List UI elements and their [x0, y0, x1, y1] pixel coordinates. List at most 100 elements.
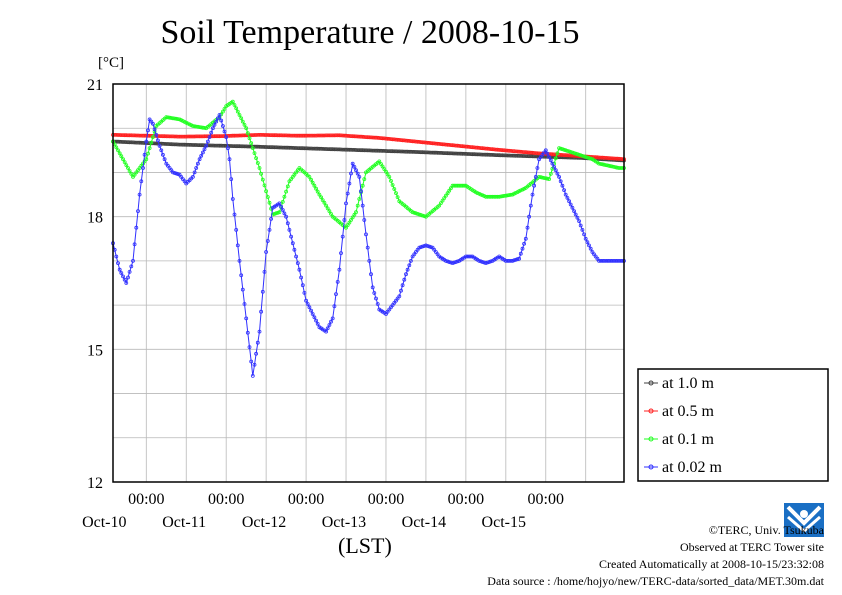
- x-tick-time-label: 00:00: [448, 491, 484, 508]
- data-point: [280, 208, 285, 212]
- data-point: [380, 164, 385, 169]
- data-point: [146, 128, 150, 133]
- data-point: [560, 147, 565, 152]
- data-point: [114, 132, 119, 137]
- data-point: [362, 177, 367, 182]
- data-point: [320, 146, 325, 151]
- data-point: [230, 133, 235, 138]
- data-point: [124, 163, 129, 168]
- data-point: [615, 165, 620, 170]
- data-point: [312, 315, 317, 320]
- data-point: [327, 323, 332, 327]
- plot-frame: [112, 83, 625, 483]
- data-point: [292, 247, 297, 252]
- data-point: [277, 145, 282, 150]
- legend-marker: [648, 436, 654, 442]
- data-point: [315, 189, 320, 194]
- data-point: [305, 302, 310, 306]
- data-point: [477, 258, 482, 263]
- data-point: [558, 179, 563, 184]
- data-point: [121, 157, 125, 162]
- data-point: [553, 156, 558, 161]
- data-point: [254, 133, 259, 137]
- data-point: [367, 135, 372, 140]
- data-point: [493, 153, 498, 158]
- data-point: [380, 136, 385, 141]
- data-point: [413, 139, 418, 144]
- data-point: [573, 212, 578, 217]
- legend-item: at 0.02 m: [644, 459, 723, 476]
- data-point: [364, 232, 368, 237]
- x-tick-date-label: Oct-10: [82, 514, 126, 531]
- data-point: [160, 141, 165, 146]
- data-point: [507, 148, 512, 153]
- data-point: [335, 279, 340, 284]
- legend-box: [637, 368, 829, 482]
- data-point: [570, 150, 575, 155]
- data-point: [230, 99, 235, 104]
- data-point: [437, 141, 442, 146]
- data-point: [302, 290, 307, 295]
- data-point: [442, 142, 447, 147]
- series-line: [112, 113, 624, 376]
- data-point: [310, 180, 315, 185]
- data-point: [385, 136, 390, 141]
- data-point: [319, 195, 324, 200]
- data-point: [498, 194, 503, 199]
- data-point: [277, 133, 282, 138]
- data-point: [408, 139, 413, 144]
- data-point: [289, 234, 294, 239]
- data-point: [432, 150, 437, 155]
- data-point: [116, 148, 120, 153]
- data-point: [360, 203, 365, 208]
- data-point: [382, 167, 387, 172]
- data-point: [277, 201, 282, 206]
- data-point: [194, 134, 199, 139]
- data-point: [602, 258, 606, 263]
- data-point: [597, 155, 601, 160]
- data-point: [255, 340, 260, 345]
- data-point: [262, 183, 267, 188]
- data-point: [598, 162, 603, 166]
- data-point: [170, 142, 175, 147]
- data-point: [247, 136, 252, 141]
- data-point: [407, 263, 412, 268]
- data-point: [508, 192, 513, 197]
- data-point: [307, 305, 312, 310]
- data-point: [610, 164, 615, 169]
- data-point: [553, 168, 558, 173]
- data-point: [329, 319, 333, 324]
- data-point: [287, 133, 292, 138]
- data-point: [264, 250, 269, 254]
- data-point: [136, 209, 140, 214]
- data-point: [522, 154, 526, 158]
- data-point: [520, 246, 525, 251]
- data-point: [399, 288, 403, 293]
- data-point: [279, 204, 284, 209]
- data-point: [545, 176, 550, 181]
- data-point: [475, 145, 480, 150]
- data-point: [340, 234, 345, 239]
- data-point: [498, 148, 503, 152]
- data-point: [245, 131, 250, 136]
- data-point: [423, 243, 428, 248]
- data-point: [404, 272, 408, 277]
- data-point: [465, 152, 470, 156]
- data-point: [126, 166, 130, 170]
- data-point: [418, 150, 423, 155]
- data-point: [217, 143, 222, 148]
- data-point: [116, 261, 120, 266]
- data-point: [485, 260, 490, 265]
- data-point: [210, 126, 215, 131]
- data-point: [127, 169, 132, 173]
- data-point: [252, 362, 257, 367]
- data-point: [360, 183, 365, 188]
- data-point: [132, 242, 137, 247]
- data-point: [184, 142, 189, 147]
- data-point: [232, 103, 237, 107]
- data-point: [129, 264, 134, 269]
- data-point: [262, 269, 267, 274]
- data-point: [155, 138, 160, 143]
- data-point: [580, 153, 585, 158]
- data-point: [420, 244, 425, 249]
